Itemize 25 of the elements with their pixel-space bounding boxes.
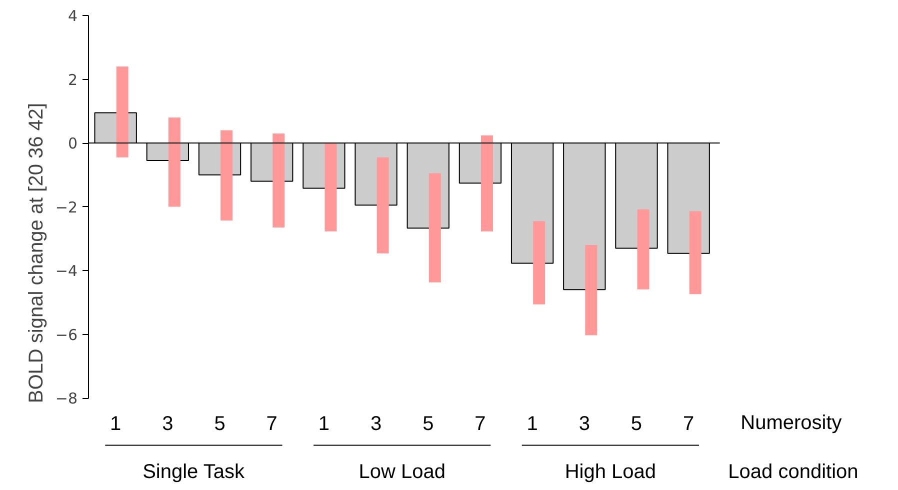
x-tick-label: 7 [474, 413, 486, 436]
x-tick-label: 7 [683, 413, 694, 436]
x-tick-label: 5 [214, 413, 226, 436]
y-tick-label: −2 [55, 198, 78, 216]
y-tick-label: −6 [55, 326, 78, 344]
x-tick-label: 1 [318, 413, 330, 436]
y-axis-title: BOLD signal change at [20 36 42] [25, 102, 48, 404]
text: Low Load [358, 461, 446, 484]
x-tick-label: 3 [162, 413, 174, 436]
text: Single Task [142, 461, 246, 484]
x-tick-label: 5 [630, 413, 642, 436]
x-tick-label: 3 [578, 413, 590, 436]
x-tick-label: 5 [422, 413, 434, 436]
x-tick-label: 3 [370, 413, 382, 436]
y-tick-label: 4 [68, 7, 78, 25]
x-tick-label: 1 [110, 413, 122, 436]
text: High Load [564, 461, 656, 484]
x-tick-label: 7 [266, 413, 278, 436]
y-tick-label: 0 [68, 134, 78, 153]
text: Load condition [728, 461, 858, 484]
y-tick-label: −4 [55, 262, 78, 280]
y-tick-label: 2 [68, 70, 78, 89]
x-tick-label: 1 [526, 413, 538, 436]
y-tick-label: −8 [55, 390, 78, 408]
text: Numerosity [740, 412, 842, 434]
